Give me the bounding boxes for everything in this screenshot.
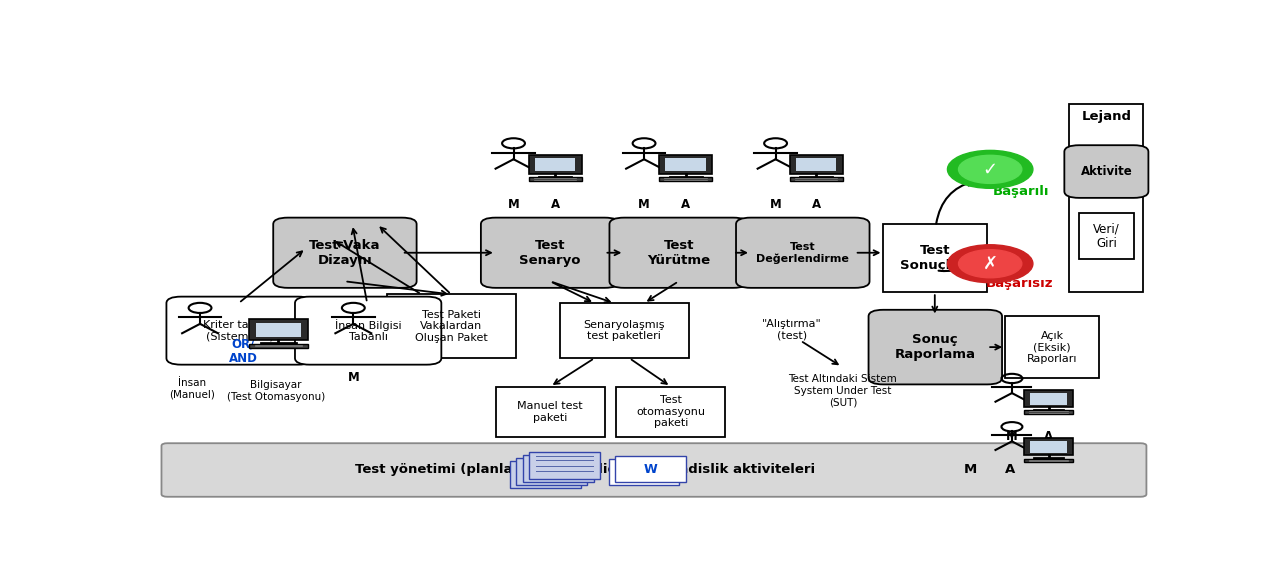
FancyBboxPatch shape [517,458,587,484]
Text: Test Paketi
Vakalardan
Oluşan Paket: Test Paketi Vakalardan Oluşan Paket [415,310,487,343]
FancyBboxPatch shape [609,459,679,486]
FancyBboxPatch shape [481,218,619,288]
FancyBboxPatch shape [510,461,581,487]
Text: Açık
(Eksik)
Raporları: Açık (Eksik) Raporları [1027,331,1077,364]
Text: Veri/
Giri: Veri/ Giri [1094,222,1120,250]
Text: Başarılı: Başarılı [993,185,1050,198]
Text: M: M [638,198,649,211]
FancyBboxPatch shape [255,323,301,337]
FancyBboxPatch shape [660,177,712,181]
Circle shape [948,245,1032,283]
Text: M: M [1005,430,1018,443]
FancyBboxPatch shape [790,155,842,174]
FancyBboxPatch shape [616,386,725,437]
Text: Bilgisayar
(Test Otomasyonu): Bilgisayar (Test Otomasyonu) [227,380,325,402]
Text: Test yönetimi (planlama, ...) ve diğer mühendislik aktiviteleri: Test yönetimi (planlama, ...) ve diğer m… [355,463,815,477]
FancyBboxPatch shape [162,443,1146,497]
FancyBboxPatch shape [1025,410,1073,414]
FancyBboxPatch shape [610,218,748,288]
FancyBboxPatch shape [1030,393,1067,405]
FancyBboxPatch shape [869,310,1002,384]
Text: "Alıştırma"
(test): "Alıştırma" (test) [762,319,822,340]
Text: W: W [643,463,657,476]
FancyBboxPatch shape [615,456,686,482]
Text: A: A [550,198,560,211]
FancyBboxPatch shape [736,218,869,288]
Text: OR/
AND: OR/ AND [230,337,258,365]
FancyBboxPatch shape [495,386,605,437]
Text: Senaryolaşmış
test paketleri: Senaryolaşmış test paketleri [583,320,665,341]
Text: Kriter tabanlı
(Sistematik): Kriter tabanlı (Sistematik) [203,320,276,341]
Text: İnsan Bilgisi
Tabanlı: İnsan Bilgisi Tabanlı [334,319,402,343]
FancyBboxPatch shape [1025,459,1073,462]
FancyBboxPatch shape [528,155,582,174]
FancyBboxPatch shape [295,296,441,365]
Text: M: M [508,198,519,211]
FancyBboxPatch shape [790,177,842,181]
FancyBboxPatch shape [883,224,988,292]
FancyBboxPatch shape [273,218,416,288]
Text: Manuel test
paketi: Manuel test paketi [517,401,583,422]
Circle shape [948,150,1032,188]
Text: ✗: ✗ [983,255,998,272]
FancyBboxPatch shape [523,455,593,482]
Text: ✓: ✓ [983,160,998,178]
FancyBboxPatch shape [1079,213,1133,259]
Text: Aktivite: Aktivite [1081,165,1132,178]
Circle shape [958,250,1022,278]
FancyBboxPatch shape [1025,390,1073,407]
Text: Test
Yürütme: Test Yürütme [647,239,711,267]
Text: A: A [681,198,690,211]
Text: A: A [812,198,820,211]
Text: Test-Vaka
Dizaynı: Test-Vaka Dizaynı [309,239,380,267]
Text: Sonuç
Raporlama: Sonuç Raporlama [894,333,976,361]
FancyBboxPatch shape [1025,438,1073,455]
FancyBboxPatch shape [1069,104,1143,292]
FancyBboxPatch shape [166,296,313,365]
Text: M: M [347,371,360,384]
Text: Başarısız: Başarısız [986,277,1054,290]
FancyBboxPatch shape [1030,441,1067,453]
Text: Test
Sonuçları: Test Sonuçları [900,244,971,272]
Circle shape [958,155,1022,184]
Text: Test Altındaki Sistem
System Under Test
(SUT): Test Altındaki Sistem System Under Test … [789,374,897,408]
Text: A: A [1044,430,1053,443]
FancyBboxPatch shape [249,319,308,340]
FancyBboxPatch shape [530,453,600,479]
FancyBboxPatch shape [796,158,837,171]
FancyBboxPatch shape [249,344,308,348]
FancyBboxPatch shape [1064,145,1148,198]
Text: Test
Senaryo: Test Senaryo [519,239,581,267]
Text: Test
otomasyonu
paketi: Test otomasyonu paketi [637,395,706,429]
Text: İnsan
(Manuel): İnsan (Manuel) [170,378,216,400]
FancyBboxPatch shape [387,295,516,358]
FancyBboxPatch shape [665,158,706,171]
FancyBboxPatch shape [528,177,582,181]
FancyBboxPatch shape [1005,316,1099,378]
Text: Lejand: Lejand [1081,110,1132,123]
FancyBboxPatch shape [535,158,575,171]
FancyBboxPatch shape [660,155,712,174]
Text: A: A [1004,463,1016,477]
FancyBboxPatch shape [560,303,689,358]
Text: M: M [769,198,781,211]
Text: Test
Değerlendirme: Test Değerlendirme [757,242,850,264]
Text: M: M [963,463,977,477]
